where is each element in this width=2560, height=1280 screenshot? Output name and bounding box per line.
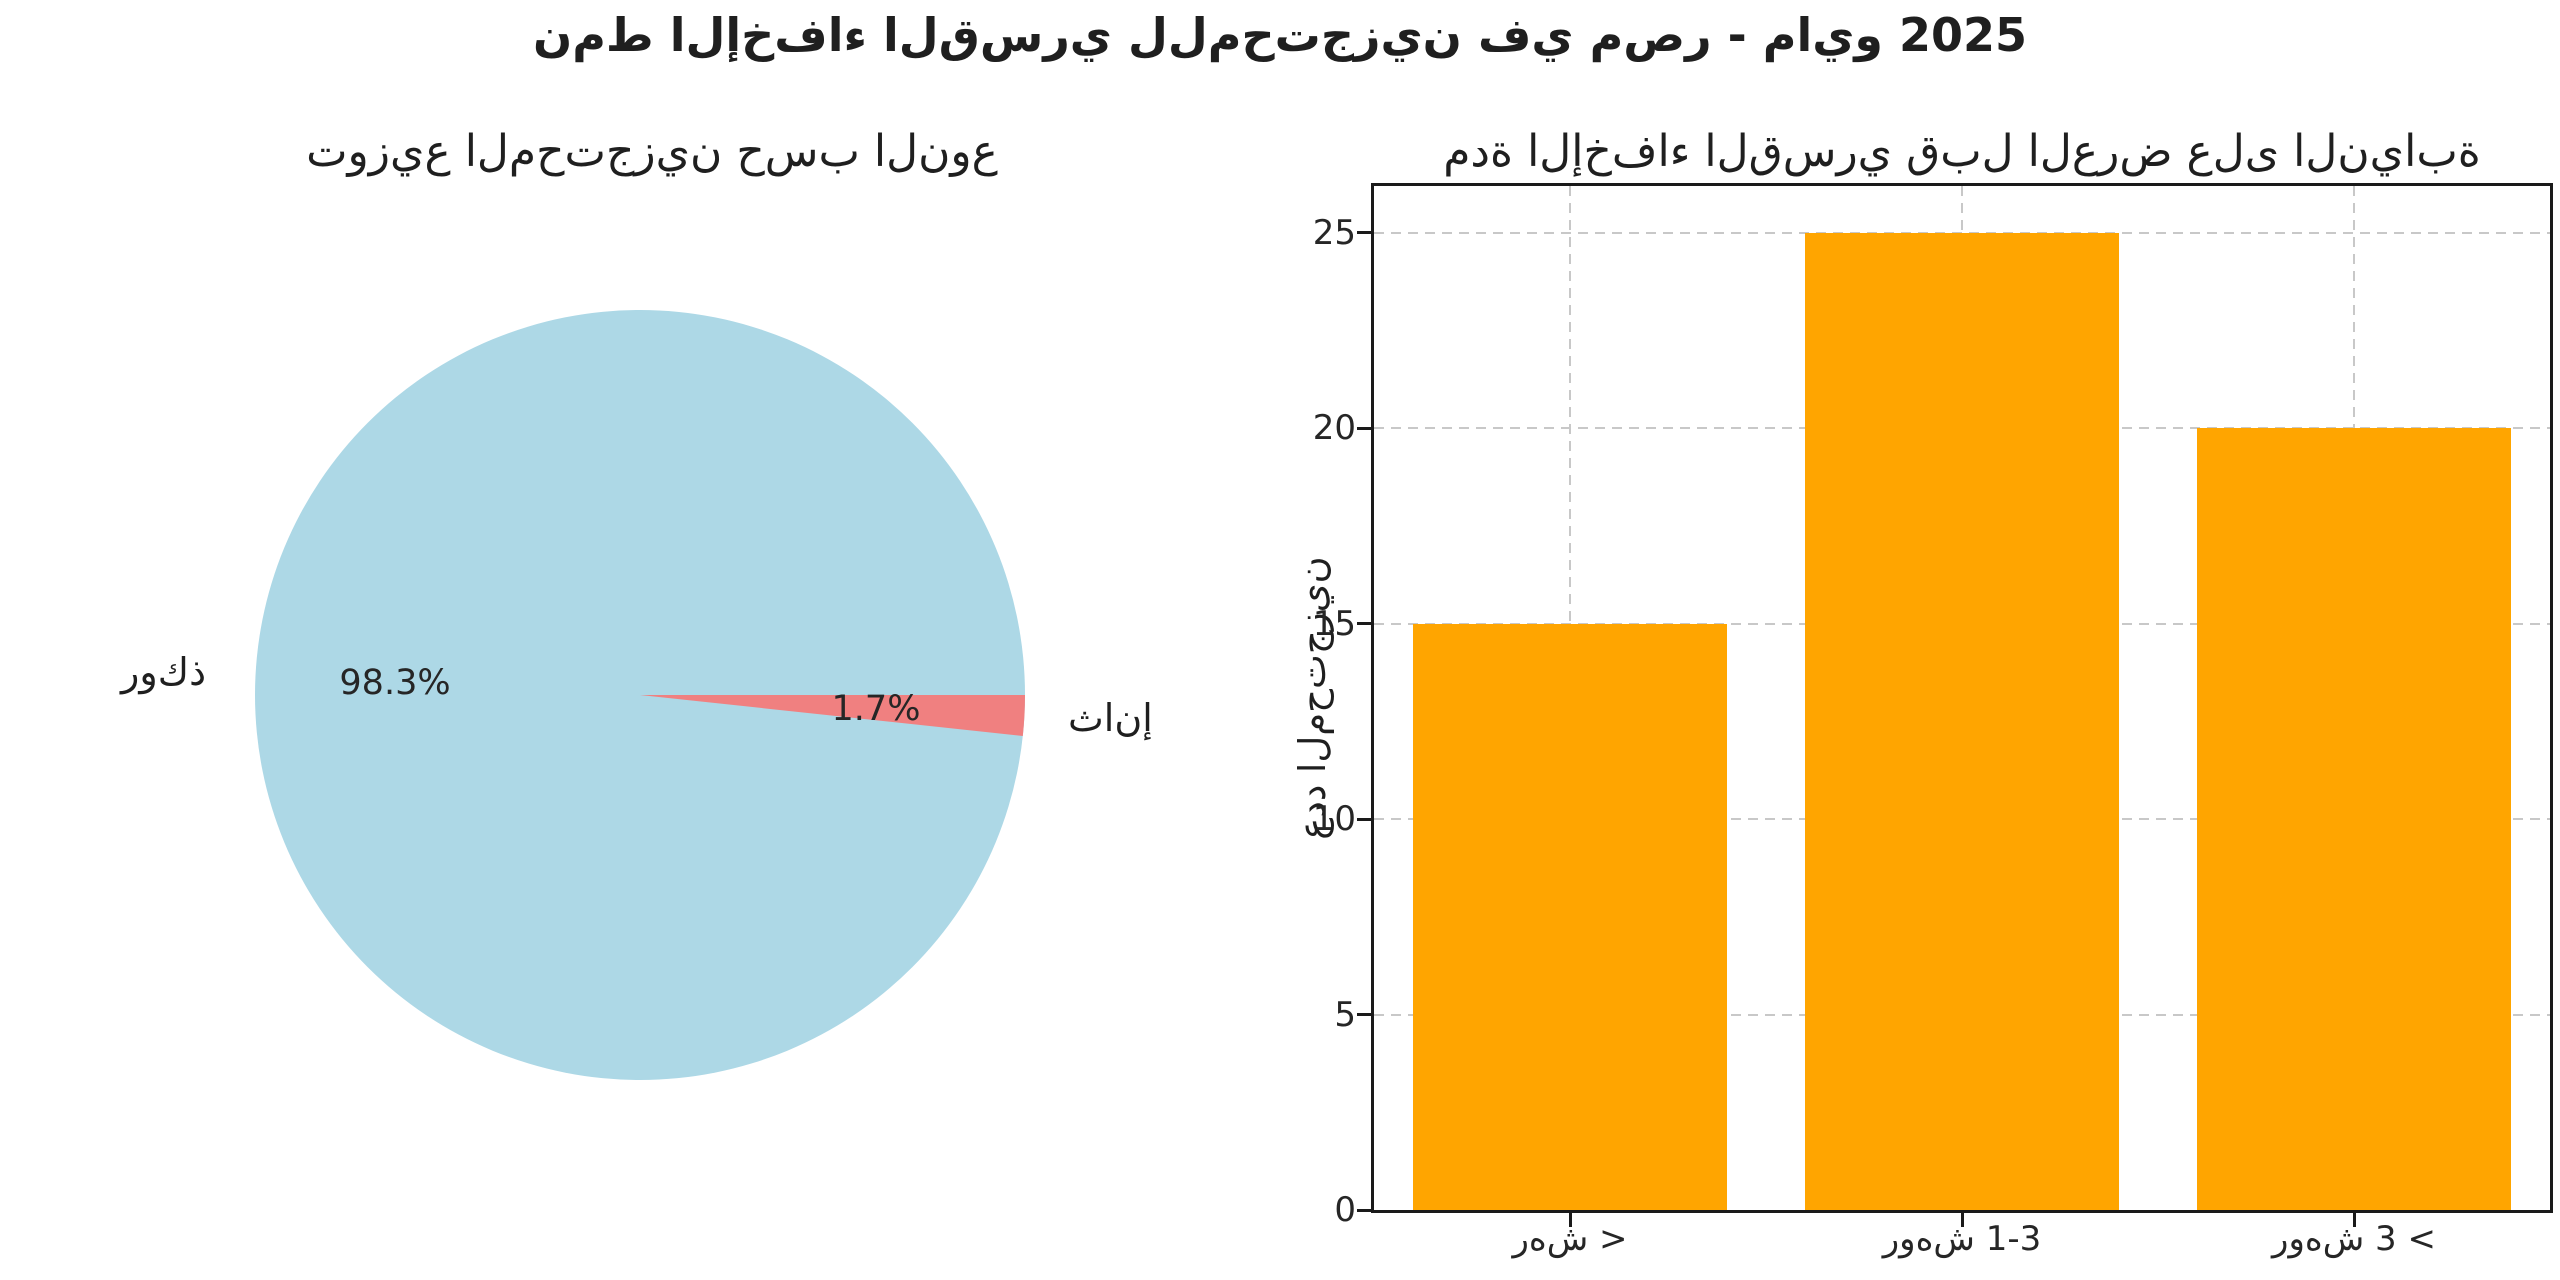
ytickmark-10 [1357,817,1371,821]
pie-chart [255,310,1025,1080]
bar-1 [1805,232,2119,1210]
figure-title: ن‌م‌ط‌ ‌ا‌ل‌إ‌خ‌ف‌ا‌ء‌ ‌ا‌ل‌ق‌س‌ر‌ي‌ ‌ل‌… [532,8,2028,62]
y-axis-label: ع‌د‌د‌ ‌ا‌ل‌م‌ح‌ت‌ج‌ز‌ي‌ن [1291,556,1334,840]
pie-slice-females [640,695,1025,736]
xtick-more-than-3-months: >‌ ‌3‌ ‌ش‌ه‌و‌ر [2272,1219,2436,1259]
ytick-15: 15 [1312,604,1356,644]
xtickmark-0 [1568,1213,1572,1227]
pie-pct-females: 1.7% [831,689,921,729]
xtick-1-3-months: 1‌-‌3‌ ‌ش‌ه‌و‌ر [1882,1219,2042,1259]
pie-label-males: ذ‌ك‌و‌ر [121,650,206,694]
ytick-25: 25 [1312,213,1356,253]
ytick-5: 5 [1334,995,1356,1035]
ytickmark-0 [1357,1208,1371,1212]
bar-title: م‌د‌ة‌ ‌ا‌ل‌إ‌خ‌ف‌ا‌ء‌ ‌ا‌ل‌ق‌س‌ر‌ي‌ ‌ق‌… [1443,126,2481,177]
ytick-0: 0 [1334,1190,1356,1230]
xtick-less-than-month: <‌ ‌ش‌ه‌ر [1512,1219,1628,1259]
ytickmark-5 [1357,1013,1371,1017]
bar-plot-area [1357,183,2553,1227]
ytick-10: 10 [1312,799,1356,839]
bar-2 [2197,428,2511,1210]
pie-title: ت‌و‌ز‌ي‌ع‌ ‌ا‌ل‌م‌ح‌ت‌ج‌ز‌ي‌ن‌ ‌ح‌س‌ب‌ ‌… [306,126,998,177]
bar-0 [1413,623,1727,1210]
ytickmark-25 [1357,231,1371,235]
ytickmark-15 [1357,622,1371,626]
pie-pct-males: 98.3% [339,663,451,703]
pie-label-females: إ‌ن‌ا‌ث [1068,696,1153,740]
ytickmark-20 [1357,426,1371,430]
xtickmark-2 [2352,1213,2356,1227]
ytick-20: 20 [1312,408,1356,448]
xtickmark-1 [1960,1213,1964,1227]
